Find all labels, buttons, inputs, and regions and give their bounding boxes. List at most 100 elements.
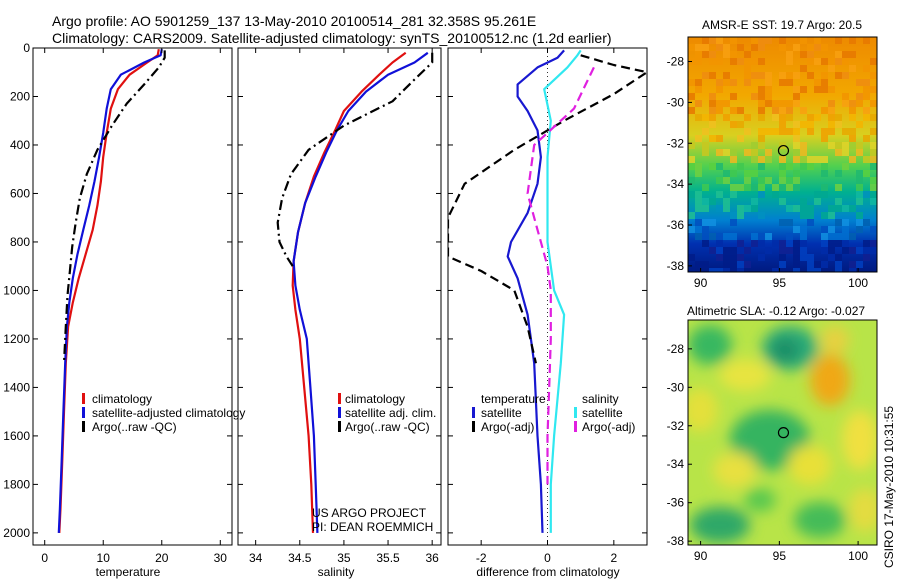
- legend-label-temp-satellite: satellite: [481, 406, 522, 420]
- sst-pixel: [688, 79, 695, 86]
- sst-pixel: [863, 107, 870, 114]
- sst-pixel: [856, 191, 863, 198]
- sst-pixel: [730, 268, 737, 272]
- sst-pixel: [709, 72, 716, 79]
- sst-pixel: [779, 79, 786, 86]
- legend-swatch-argo: [338, 421, 341, 432]
- sla-map-ticks: 90 95 100 -28 -30 -32 -34 -36 -38: [667, 342, 869, 563]
- sst-pixel: [779, 44, 786, 51]
- sst-pixel: [856, 247, 863, 254]
- sst-pixel: [723, 205, 730, 212]
- sst-pixel: [849, 156, 856, 163]
- sst-pixel: [744, 58, 751, 65]
- x-tick-label: 35.5: [376, 551, 400, 565]
- sst-pixel: [828, 128, 835, 135]
- sst-pixel: [849, 128, 856, 135]
- sst-pixel: [800, 233, 807, 240]
- salinity-xlabel: salinity: [318, 565, 355, 579]
- sst-pixel: [779, 107, 786, 114]
- sst-pixel: [849, 51, 856, 58]
- sst-pixel: [751, 170, 758, 177]
- sst-pixel: [709, 219, 716, 226]
- sst-pixel: [842, 100, 849, 107]
- sst-pixel: [814, 156, 821, 163]
- series-line: [62, 50, 166, 364]
- sst-pixel: [842, 93, 849, 100]
- sst-pixel: [716, 247, 723, 254]
- legend-label-temp-argo: Argo(-adj): [481, 420, 534, 434]
- sst-pixel: [716, 107, 723, 114]
- sst-pixel: [800, 240, 807, 247]
- sst-pixel: [842, 149, 849, 156]
- sst-pixel: [751, 198, 758, 205]
- sst-pixel: [863, 156, 870, 163]
- sst-pixel: [730, 107, 737, 114]
- sst-pixel: [723, 247, 730, 254]
- sst-pixel: [828, 65, 835, 72]
- sst-pixel: [758, 114, 765, 121]
- sst-pixel: [758, 184, 765, 191]
- sst-pixel: [737, 135, 744, 142]
- sst-pixel: [800, 226, 807, 233]
- sst-pixel: [793, 93, 800, 100]
- sst-pixel: [807, 121, 814, 128]
- sst-pixel: [709, 163, 716, 170]
- sst-pixel: [821, 58, 828, 65]
- sst-pixel: [786, 233, 793, 240]
- sst-pixel: [772, 100, 779, 107]
- sst-pixel: [814, 198, 821, 205]
- sst-pixel: [786, 240, 793, 247]
- sst-pixel: [786, 58, 793, 65]
- sst-pixel: [870, 163, 877, 170]
- sst-pixel: [730, 58, 737, 65]
- sst-pixel: [779, 72, 786, 79]
- sst-pixel: [723, 51, 730, 58]
- sst-pixel: [849, 100, 856, 107]
- sst-pixel: [863, 135, 870, 142]
- legend-label-climatology: climatology: [92, 392, 152, 406]
- sst-pixel: [765, 100, 772, 107]
- sst-pixel: [814, 37, 821, 44]
- sst-pixel: [730, 219, 737, 226]
- salinity-lines: [276, 51, 434, 533]
- sst-pixel: [821, 212, 828, 219]
- sst-pixel: [709, 93, 716, 100]
- sst-pixel: [744, 72, 751, 79]
- sst-pixel: [723, 170, 730, 177]
- salinity-axes: [237, 47, 442, 546]
- sst-pixel: [828, 226, 835, 233]
- sst-pixel: [828, 86, 835, 93]
- legend-label-argo: Argo(..raw -QC): [345, 420, 430, 434]
- sst-pixel: [751, 240, 758, 247]
- sst-pixel: [863, 79, 870, 86]
- sst-pixel: [716, 135, 723, 142]
- sst-pixel: [779, 128, 786, 135]
- sst-pixel: [737, 268, 744, 272]
- sst-pixel: [863, 240, 870, 247]
- sst-pixel: [716, 254, 723, 261]
- sst-pixel: [758, 177, 765, 184]
- sst-pixel: [751, 37, 758, 44]
- sst-pixel: [730, 121, 737, 128]
- sst-pixel: [870, 128, 877, 135]
- sst-pixel: [751, 142, 758, 149]
- sst-pixel: [870, 191, 877, 198]
- sst-pixel: [772, 128, 779, 135]
- sst-pixel: [807, 261, 814, 268]
- sst-pixel: [688, 254, 695, 261]
- sst-pixel: [828, 58, 835, 65]
- y-tick-label: 1200: [3, 332, 30, 346]
- sst-pixel: [695, 135, 702, 142]
- temperature-xlabel: temperature: [96, 565, 161, 579]
- sst-pixel: [849, 65, 856, 72]
- sst-pixel: [730, 79, 737, 86]
- sst-pixel: [779, 198, 786, 205]
- sst-pixel: [793, 86, 800, 93]
- sst-pixel: [709, 268, 716, 272]
- sst-pixel: [751, 149, 758, 156]
- sst-pixel: [863, 114, 870, 121]
- sst-pixel: [730, 233, 737, 240]
- sst-pixel: [842, 142, 849, 149]
- sst-pixel: [709, 37, 716, 44]
- sst-pixel: [814, 79, 821, 86]
